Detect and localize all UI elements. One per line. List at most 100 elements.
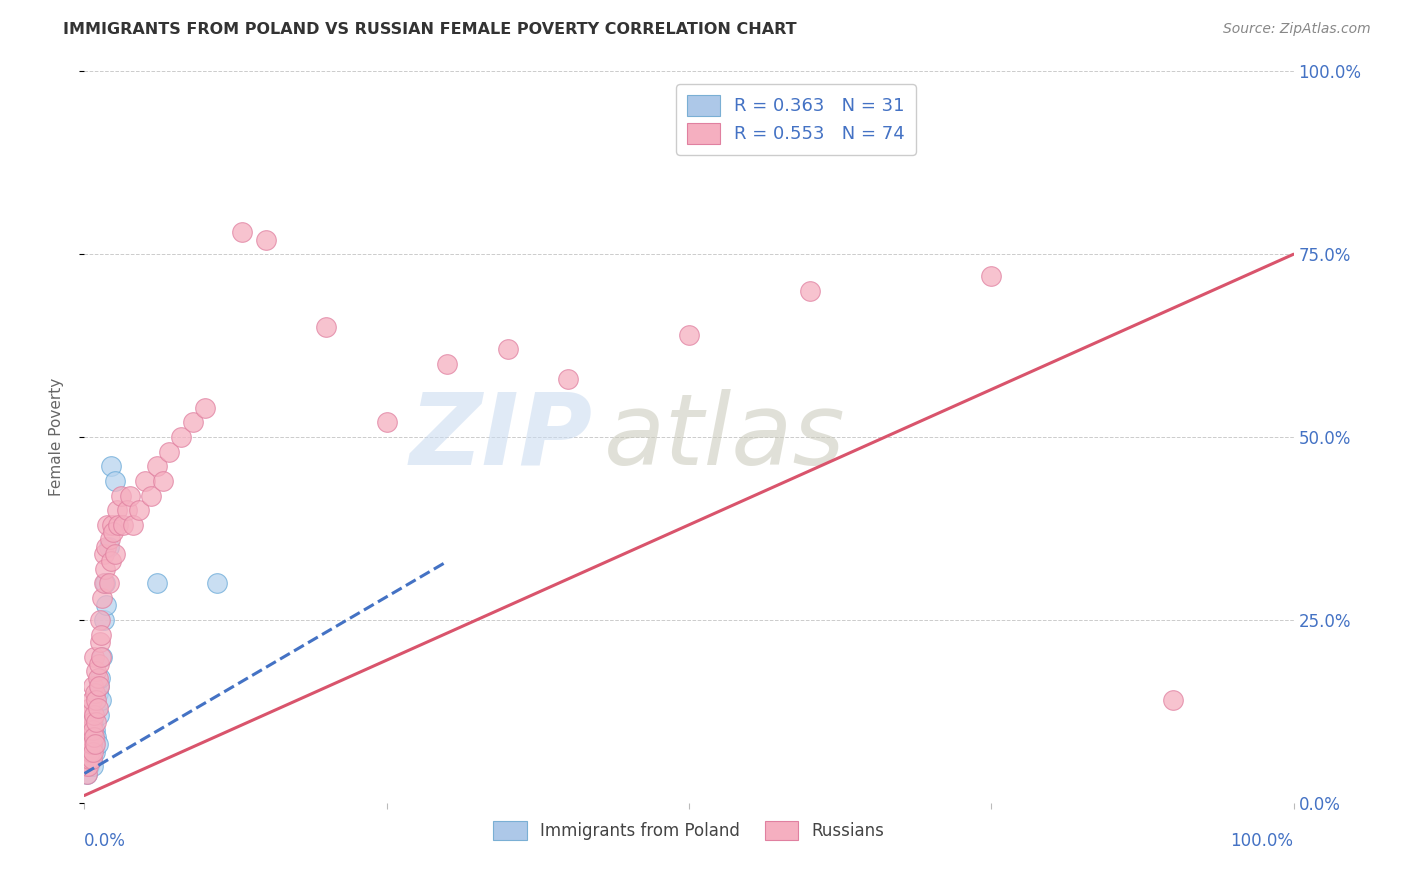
Point	[77, 752, 100, 766]
Point	[93, 613, 115, 627]
Point	[105, 503, 128, 517]
Point	[94, 576, 117, 591]
Text: atlas: atlas	[605, 389, 846, 485]
Point	[100, 554, 122, 568]
Point	[110, 489, 132, 503]
Point	[80, 715, 103, 730]
Point	[375, 416, 398, 430]
Point	[120, 489, 142, 503]
Point	[86, 700, 108, 714]
Point	[90, 627, 112, 641]
Point	[80, 693, 103, 707]
Point	[107, 517, 129, 532]
Point	[86, 693, 108, 707]
Point	[134, 474, 156, 488]
Point	[231, 225, 253, 239]
Point	[152, 474, 174, 488]
Point	[75, 759, 97, 773]
Point	[86, 737, 108, 751]
Point	[103, 525, 125, 540]
Point	[76, 766, 98, 780]
Point	[104, 547, 127, 561]
Point	[82, 759, 104, 773]
Text: ZIP: ZIP	[409, 389, 592, 485]
Point	[79, 745, 101, 759]
Point	[83, 649, 105, 664]
Point	[1161, 693, 1184, 707]
Point	[157, 444, 180, 458]
Point	[83, 708, 105, 723]
Point	[90, 693, 112, 707]
Point	[79, 745, 101, 759]
Point	[82, 679, 104, 693]
Point	[82, 723, 104, 737]
Point	[77, 759, 100, 773]
Point	[77, 708, 100, 723]
Point	[91, 591, 114, 605]
Point	[76, 766, 98, 780]
Point	[112, 517, 135, 532]
Point	[79, 723, 101, 737]
Point	[79, 700, 101, 714]
Point	[90, 649, 112, 664]
Point	[181, 416, 204, 430]
Point	[94, 599, 117, 613]
Text: IMMIGRANTS FROM POLAND VS RUSSIAN FEMALE POVERTY CORRELATION CHART: IMMIGRANTS FROM POLAND VS RUSSIAN FEMALE…	[63, 22, 797, 37]
Point	[146, 576, 169, 591]
Point	[146, 459, 169, 474]
Point	[83, 737, 105, 751]
Point	[139, 489, 162, 503]
Point	[980, 269, 1002, 284]
Point	[101, 517, 124, 532]
Point	[194, 401, 217, 415]
Point	[94, 540, 117, 554]
Point	[86, 700, 108, 714]
Point	[115, 503, 138, 517]
Point	[93, 576, 115, 591]
Point	[77, 759, 100, 773]
Point	[86, 664, 108, 678]
Point	[315, 320, 337, 334]
Point	[77, 737, 100, 751]
Point	[86, 672, 108, 686]
Point	[86, 686, 108, 700]
Y-axis label: Female Poverty: Female Poverty	[49, 378, 63, 496]
Point	[104, 474, 127, 488]
Point	[77, 737, 100, 751]
Point	[87, 657, 110, 671]
Point	[82, 715, 104, 730]
Point	[82, 745, 104, 759]
Point	[86, 715, 108, 730]
Point	[93, 547, 115, 561]
Point	[77, 752, 100, 766]
Point	[77, 723, 100, 737]
Point	[84, 723, 107, 737]
Text: 0.0%: 0.0%	[84, 832, 127, 850]
Point	[76, 745, 98, 759]
Point	[87, 679, 110, 693]
Point	[89, 635, 111, 649]
Point	[86, 730, 108, 744]
Point	[83, 730, 105, 744]
Point	[79, 723, 101, 737]
Point	[80, 752, 103, 766]
Point	[799, 284, 821, 298]
Point	[83, 708, 105, 723]
Point	[170, 430, 193, 444]
Point	[97, 540, 120, 554]
Point	[97, 576, 120, 591]
Point	[84, 737, 107, 751]
Point	[436, 357, 458, 371]
Point	[678, 327, 700, 342]
Text: Source: ZipAtlas.com: Source: ZipAtlas.com	[1223, 22, 1371, 37]
Point	[89, 672, 111, 686]
Point	[91, 649, 114, 664]
Point	[496, 343, 519, 357]
Point	[207, 576, 229, 591]
Point	[94, 562, 117, 576]
Point	[80, 730, 103, 744]
Point	[100, 459, 122, 474]
Point	[254, 233, 277, 247]
Point	[80, 752, 103, 766]
Point	[98, 533, 121, 547]
